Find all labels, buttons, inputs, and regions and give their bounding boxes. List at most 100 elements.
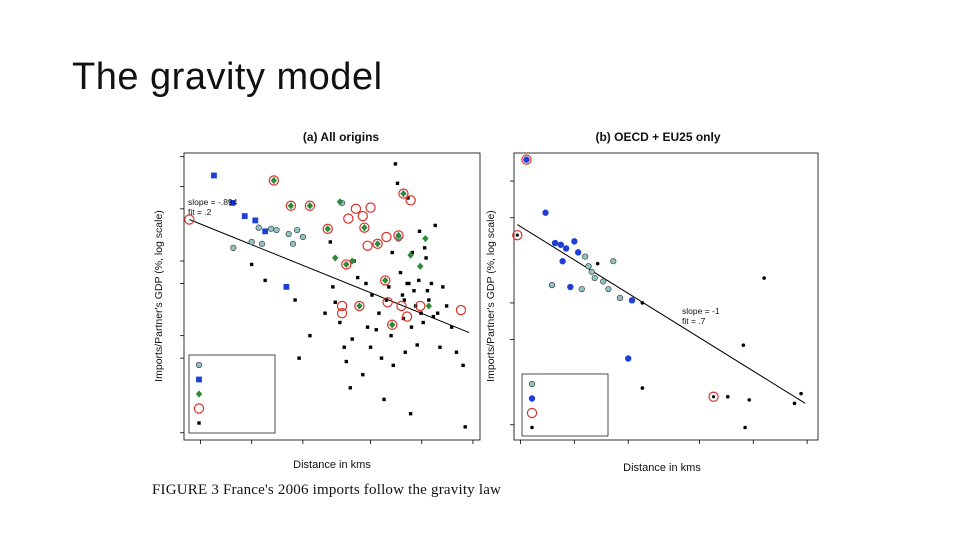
- chart-b-point-euro: [571, 238, 578, 245]
- chart-a-point-francophone: [405, 195, 416, 206]
- chart-b-fit-line-segment: [517, 224, 806, 404]
- chart-a-point-other: [389, 333, 393, 338]
- chart-a-point-euro: [229, 200, 236, 206]
- chart-a-point-other: [431, 314, 436, 319]
- chart-b-point-eu25: [578, 285, 585, 293]
- chart-a-point-francophone: [365, 202, 376, 213]
- chart-a-point-other: [387, 285, 391, 289]
- chart-a-point-francophone: [381, 231, 392, 243]
- chart-a-point-other: [429, 281, 434, 286]
- chart-a-point-other: [398, 270, 403, 275]
- chart-b-point-euro: [574, 249, 582, 256]
- chart-a-point-francophone: [386, 319, 398, 330]
- chart-b-point-eu25: [610, 258, 617, 265]
- legend-marker-eu25: [528, 380, 536, 388]
- chart-a-point-colony: [336, 198, 344, 206]
- chart-a-point-other: [350, 337, 354, 341]
- chart-b-point-euro: [551, 239, 559, 247]
- chart-panel-a: (a) All origins slope = -.894 fit = .2 D…: [153, 130, 481, 471]
- chart-a-point-francophone: [354, 300, 365, 312]
- chart-b-point-euro: [542, 209, 549, 216]
- chart-b-point-other: [747, 398, 752, 402]
- chart-a-point-colony: [324, 225, 331, 233]
- chart-b-point-core: [515, 233, 519, 237]
- figure-canvas: (a) All origins slope = -.894 fit = .2 D…: [153, 130, 819, 474]
- chart-a-point-francophone: [350, 203, 362, 215]
- chart-a-point-other: [370, 293, 374, 297]
- chart-a-point-francophone: [357, 210, 368, 222]
- chart-a-point-other: [425, 289, 430, 293]
- chart-a-point-euro: [241, 213, 248, 219]
- chart-a-point-francophone: [401, 311, 413, 322]
- chart-a-fit-label-2: fit = .2: [188, 207, 212, 217]
- chart-a-point-other: [454, 350, 459, 354]
- chart-a-point-francophone: [372, 238, 383, 250]
- chart-a-point-other: [365, 325, 370, 329]
- chart-a-point-other: [422, 246, 427, 250]
- chart-a-point-other: [410, 250, 415, 255]
- chart-b-point-eu25: [616, 294, 624, 301]
- chart-b-fit-label-2: fit = .7: [682, 316, 706, 326]
- chart-a-point-euro: [211, 172, 217, 179]
- chart-a-point-other: [395, 181, 400, 185]
- chart-b-point-eu25: [585, 263, 592, 270]
- chart-a-point-other: [402, 298, 407, 302]
- chart-b-point-euro: [567, 283, 574, 291]
- legend-marker-eu25: [195, 361, 203, 369]
- chart-b-point-eu25: [582, 253, 589, 260]
- chart-a-point-other: [333, 300, 337, 304]
- chart-a-point-other: [344, 359, 348, 364]
- slide-title: The gravity model: [72, 56, 383, 98]
- chart-a-point-francophone: [380, 275, 391, 286]
- chart-a-point-francophone: [382, 297, 393, 308]
- chart-a-points: [184, 162, 467, 429]
- chart-a-point-francophone: [336, 307, 348, 319]
- chart-a-y-label: Imports/Partner's GDP (%, log scale): [153, 210, 165, 382]
- chart-a-point-francophone: [415, 300, 426, 312]
- chart-panel-b: (b) OECD + EU25 only slope = -1 fit = .7…: [485, 130, 819, 474]
- chart-a-point-francophone: [455, 304, 467, 316]
- chart-a-point-colony: [374, 240, 381, 248]
- chart-b-point-euro: [523, 156, 530, 163]
- chart-a-point-francophone: [184, 214, 195, 225]
- chart-b-point-core: [711, 395, 716, 399]
- chart-a-point-francophone: [341, 259, 352, 270]
- chart-a-y-axis: [180, 156, 184, 434]
- chart-b-legend: [521, 373, 609, 437]
- chart-a-point-other: [444, 304, 449, 308]
- chart-a-point-eu25: [299, 233, 306, 241]
- chart-a-x-label: Distance in kms: [293, 459, 371, 471]
- chart-b-y-label: Imports/Partner's GDP (%, log scale): [485, 210, 497, 382]
- chart-a-point-other: [421, 320, 425, 325]
- chart-a-point-francophone: [393, 230, 404, 241]
- chart-a-point-other: [401, 316, 406, 321]
- chart-a-point-other: [331, 285, 335, 289]
- chart-b-x-label: Distance in kms: [623, 462, 701, 474]
- chart-b-point-other: [743, 425, 747, 430]
- legend-marker-euro: [196, 376, 202, 383]
- chart-b-point-francophone: [512, 229, 523, 241]
- chart-a-point-other: [377, 311, 381, 315]
- chart-b-fit-label-1: slope = -1: [682, 306, 720, 316]
- chart-a-point-other: [390, 250, 394, 255]
- chart-b-point-other: [741, 343, 746, 347]
- chart-b-x-axis: [520, 440, 808, 444]
- chart-a-point-other: [293, 298, 297, 302]
- chart-b-point-eu25: [548, 282, 556, 289]
- legend-marker-other: [197, 421, 201, 425]
- chart-a-point-eu25: [289, 240, 297, 247]
- chart-b-point-euro: [559, 258, 566, 265]
- chart-a-point-other: [433, 223, 437, 228]
- chart-a-fit-label-1: slope = -.894: [188, 197, 238, 207]
- chart-a-title: (a) All origins: [303, 130, 380, 144]
- chart-a-point-eu25: [267, 225, 275, 232]
- chart-a-point-other: [348, 386, 352, 390]
- chart-a-point-euro: [262, 228, 269, 235]
- chart-a-point-eu25: [273, 226, 280, 234]
- chart-a-point-eu25: [258, 240, 266, 247]
- chart-a-point-other: [328, 240, 333, 244]
- chart-b-point-francophone: [521, 154, 532, 165]
- chart-b-title: (b) OECD + EU25 only: [595, 130, 720, 144]
- chart-b-point-euro: [562, 245, 570, 252]
- chart-a-point-other: [379, 356, 384, 360]
